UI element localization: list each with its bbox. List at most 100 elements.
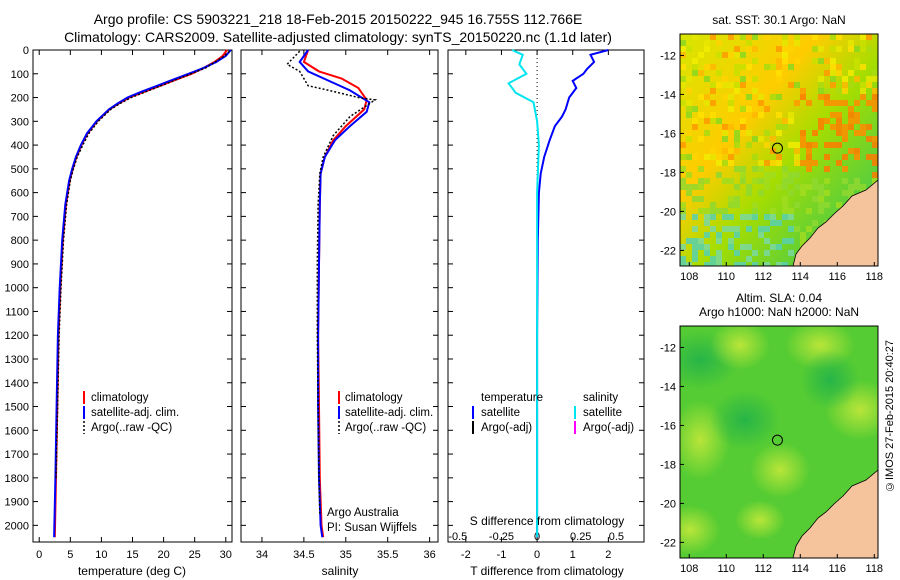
sst-pixel <box>788 250 794 256</box>
sst-pixel <box>680 100 686 106</box>
x-tick-label: 15 <box>126 549 138 561</box>
sst-pixel <box>872 160 878 166</box>
map-y-tick-label: -14 <box>660 89 676 101</box>
sst-pixel <box>824 166 830 172</box>
sst-pixel <box>776 154 782 160</box>
sst-pixel <box>740 130 746 136</box>
y-tick-label: 1700 <box>5 449 29 461</box>
sla-axes: 108 110 112 114 116 118 -12 -14 -16 -18 -20 -22 <box>660 342 883 575</box>
sst-pixel <box>710 214 716 220</box>
sst-pixel <box>854 148 860 154</box>
sst-pixel <box>866 82 872 88</box>
sst-pixel <box>758 160 764 166</box>
legend-text: satellite-adj. clim. <box>345 407 433 419</box>
sst-pixel <box>794 202 800 208</box>
sst-pixel <box>710 202 716 208</box>
sst-pixel <box>776 46 782 52</box>
sst-pixel <box>746 76 752 82</box>
sst-pixel <box>818 202 824 208</box>
sst-pixel <box>824 58 830 64</box>
sst-pixel <box>758 100 764 106</box>
sst-pixel <box>758 226 764 232</box>
salinity-legend: climatology satellite-adj. clim. Argo(..… <box>338 391 433 434</box>
map-y-tick-label: -20 <box>660 498 676 510</box>
sst-pixel <box>770 214 776 220</box>
map-y-tick-label: -22 <box>660 245 676 257</box>
sst-pixel <box>800 238 806 244</box>
sst-pixel <box>836 118 842 124</box>
sst-pixel <box>866 124 872 130</box>
sst-pixel <box>686 76 692 82</box>
sst-pixel <box>824 88 830 94</box>
sst-pixel <box>836 202 842 208</box>
sst-pixel <box>782 58 788 64</box>
sst-pixel <box>746 130 752 136</box>
sla-blob <box>710 326 770 370</box>
temperature-legend: climatology satellite-adj. clim. Argo(..… <box>83 391 179 434</box>
sst-pixel <box>728 226 734 232</box>
sst-pixel <box>854 46 860 52</box>
sst-pixel <box>764 64 770 70</box>
sst-pixel <box>692 196 698 202</box>
sst-pixel <box>722 130 728 136</box>
sst-pixel <box>752 214 758 220</box>
legend-text: satellite-adj. clim. <box>91 407 179 419</box>
sla-map <box>680 326 878 558</box>
sst-pixel <box>752 76 758 82</box>
sst-pixel <box>860 82 866 88</box>
sst-pixel <box>812 130 818 136</box>
sst-pixel <box>746 94 752 100</box>
sst-pixel <box>782 172 788 178</box>
sst-pixel <box>794 82 800 88</box>
sst-pixel <box>734 70 740 76</box>
sst-pixel <box>722 136 728 142</box>
sst-pixel <box>806 142 812 148</box>
sst-pixel <box>698 178 704 184</box>
sst-pixel <box>800 88 806 94</box>
sst-pixel <box>830 112 836 118</box>
sst-pixel <box>812 178 818 184</box>
sst-pixel <box>680 178 686 184</box>
sst-pixel <box>776 124 782 130</box>
sst-pixel <box>848 148 854 154</box>
sst-pixel <box>746 184 752 190</box>
map-y-tick-label: -12 <box>660 342 676 354</box>
sst-pixel <box>800 184 806 190</box>
map-x-tick-label: 110 <box>717 271 735 283</box>
sst-pixel <box>704 250 710 256</box>
sla-blob <box>750 442 810 498</box>
sst-pixel <box>776 184 782 190</box>
sst-pixel <box>830 124 836 130</box>
sst-pixel <box>686 238 692 244</box>
y-tick-label: 1400 <box>5 378 29 390</box>
sst-pixel <box>830 70 836 76</box>
sst-pixel <box>752 136 758 142</box>
sst-pixel <box>752 88 758 94</box>
sst-pixel <box>872 76 878 82</box>
sst-pixel <box>698 244 704 250</box>
sst-pixel <box>734 166 740 172</box>
map-y-tick-label: -12 <box>660 50 676 62</box>
sst-pixel <box>746 214 752 220</box>
sst-pixel <box>836 160 842 166</box>
x-tick-label: 30 <box>220 549 232 561</box>
temperature-xlabel: temperature (deg C) <box>78 564 186 578</box>
sst-pixel <box>728 52 734 58</box>
sla-blob <box>735 500 785 540</box>
sst-pixel <box>752 262 758 266</box>
sst-pixel <box>842 136 848 142</box>
sst-pixel <box>686 100 692 106</box>
sst-pixel <box>860 40 866 46</box>
sst-pixel <box>698 94 704 100</box>
sst-pixel <box>698 208 704 214</box>
sst-pixel <box>812 196 818 202</box>
sst-pixel <box>680 82 686 88</box>
argo-marker-sla <box>771 434 783 446</box>
difference-panel: -2 -1 0 1 2-0.5 -0.25 0 0.25 0.5 <box>448 49 644 561</box>
sst-pixel <box>794 148 800 154</box>
sst-pixel <box>704 154 710 160</box>
sst-pixel <box>824 202 830 208</box>
sst-pixel <box>752 58 758 64</box>
sst-pixel <box>704 118 710 124</box>
temperature-panel: 0 5 10 15 20 25 300100200300400500600700800900… <box>5 45 232 561</box>
